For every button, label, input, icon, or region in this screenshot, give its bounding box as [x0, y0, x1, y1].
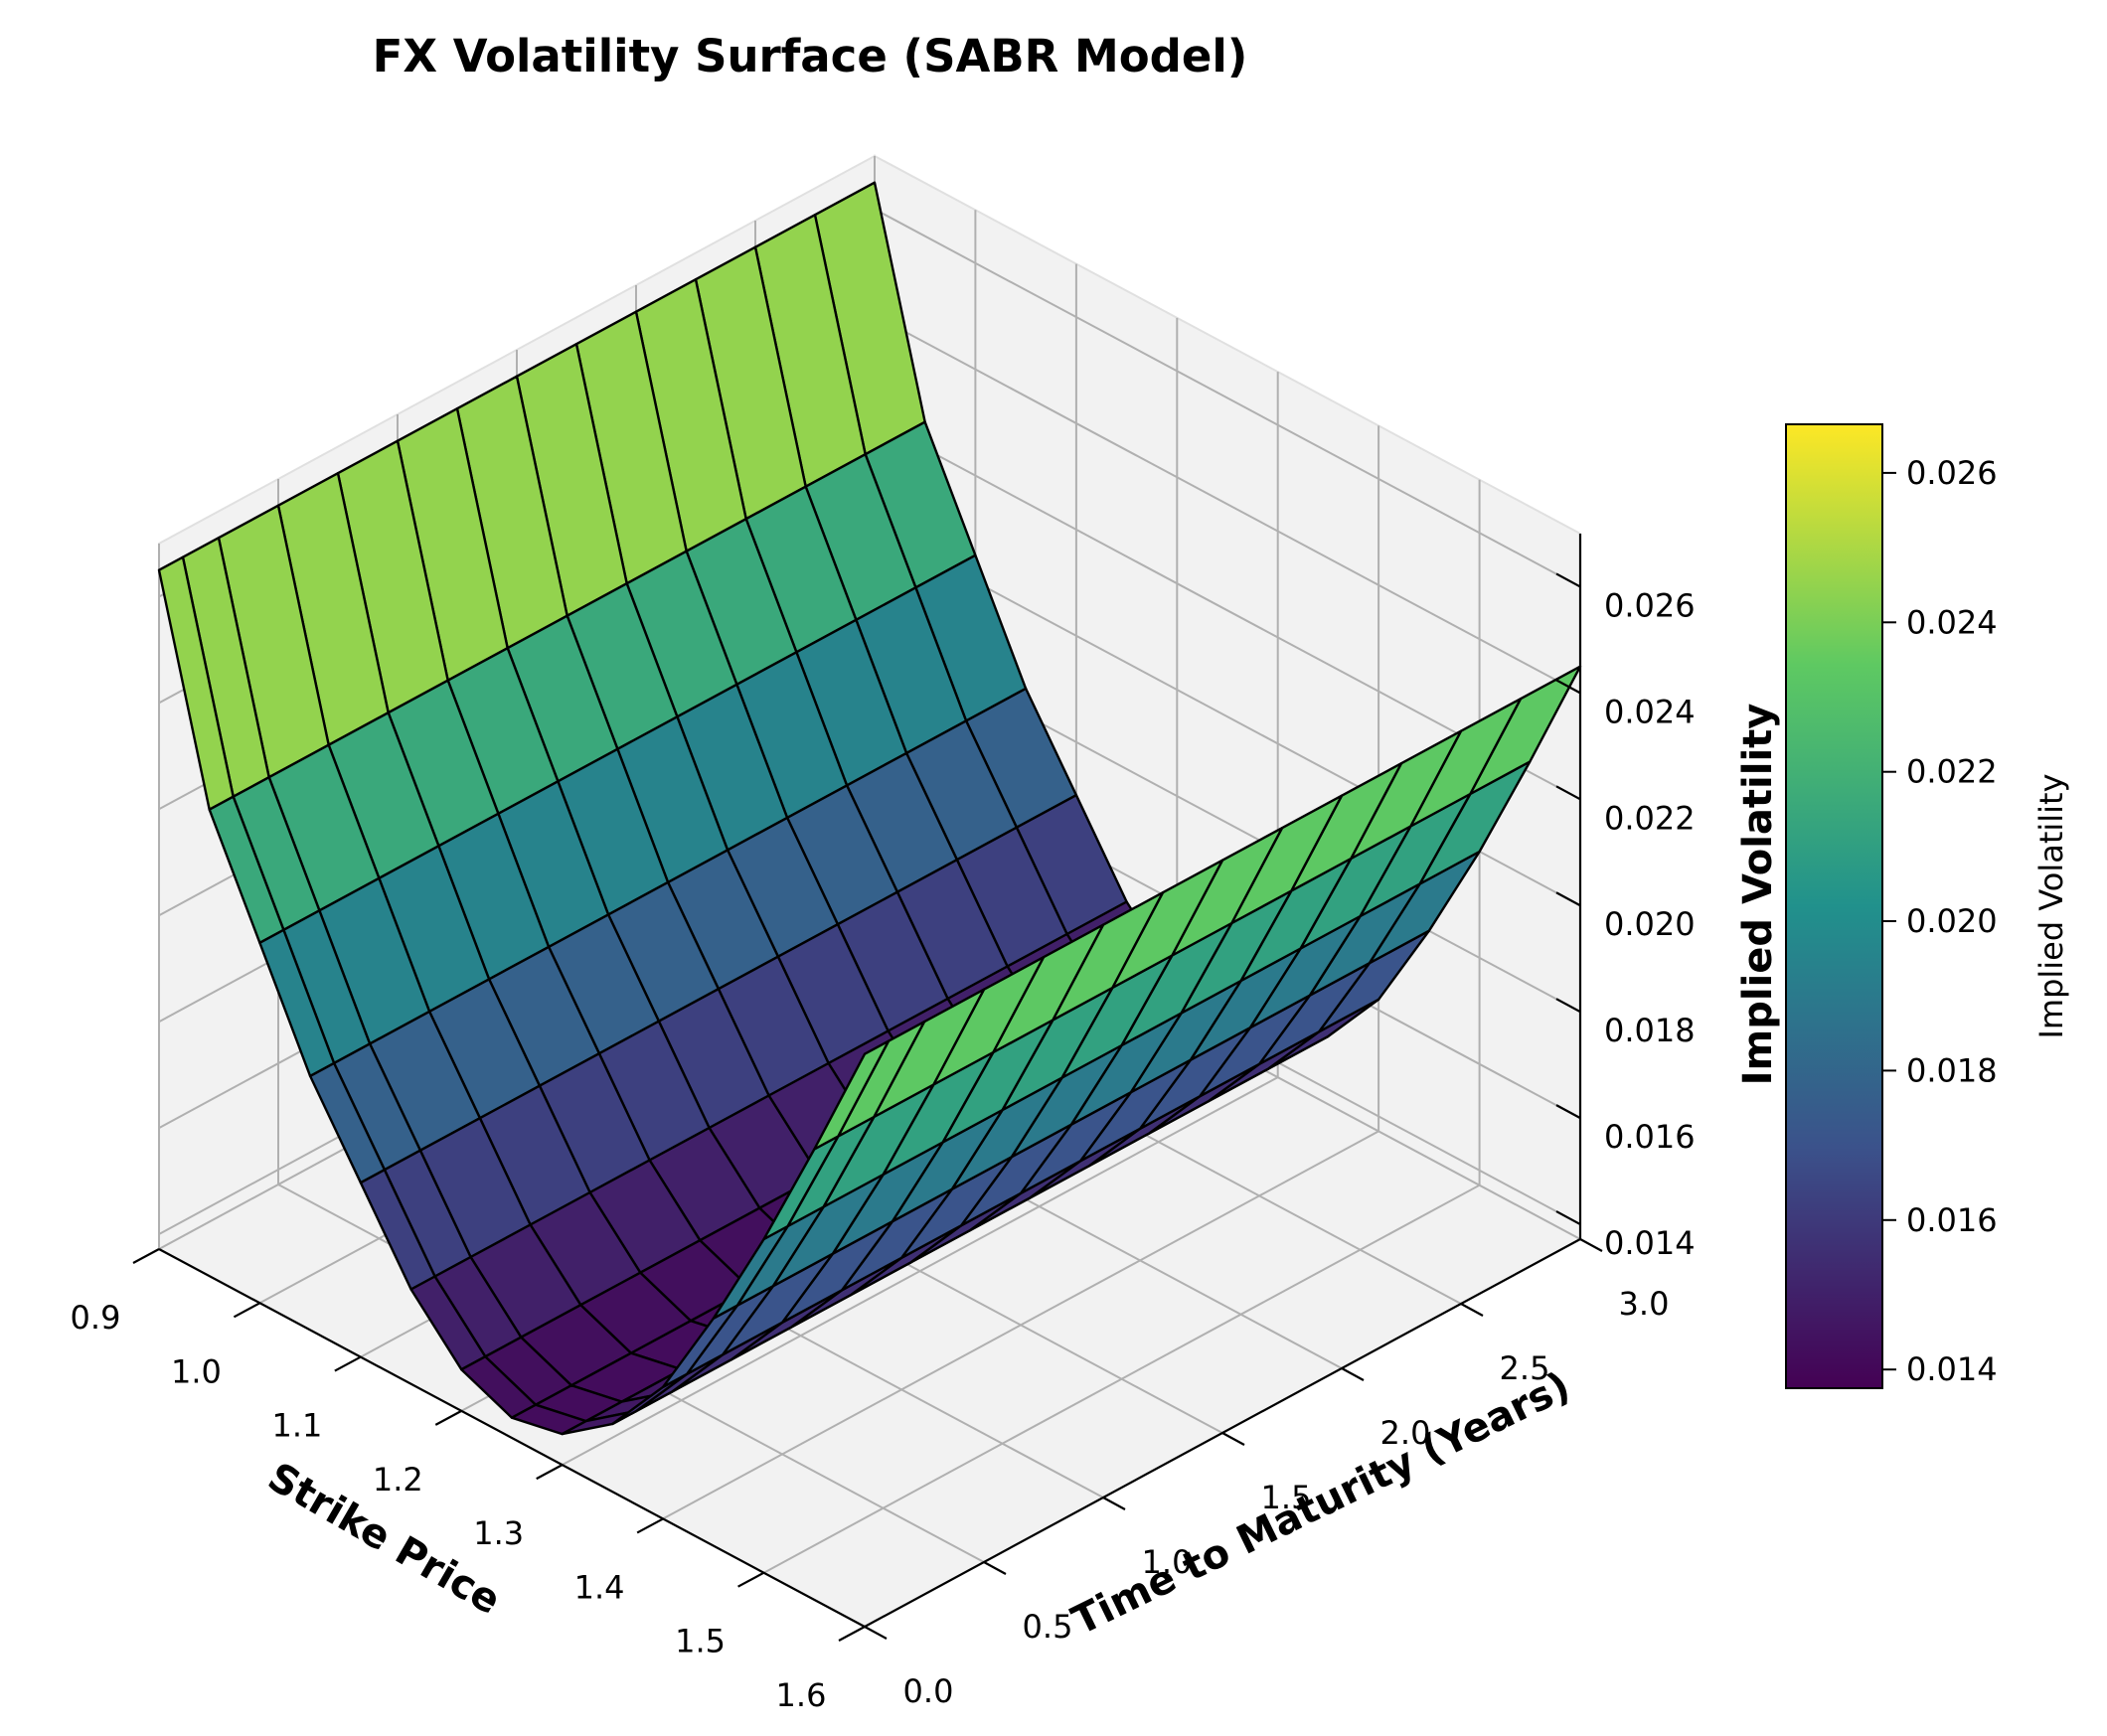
y-tick-label: 2.5	[1500, 1349, 1550, 1387]
y-tick-label: 3.0	[1619, 1285, 1670, 1323]
x-tick-label: 1.2	[373, 1461, 423, 1499]
z-tick-label: 0.024	[1604, 693, 1696, 730]
y-tick-mark	[1102, 1497, 1126, 1510]
z-tick-label: 0.026	[1604, 587, 1696, 625]
z-tick-mark	[1555, 998, 1581, 1014]
y-tick-mark	[864, 1626, 888, 1640]
colorbar-tick-label: 0.014	[1906, 1350, 1998, 1388]
z-tick-mark	[1555, 572, 1581, 588]
z-tick-mark	[1555, 679, 1581, 695]
x-tick-mark	[334, 1355, 362, 1372]
z-tick-label: 0.018	[1604, 1012, 1696, 1049]
z-tick-mark	[1555, 1104, 1581, 1120]
colorbar-fill	[1785, 423, 1883, 1389]
x-tick-label: 1.5	[675, 1623, 726, 1660]
x-tick-mark	[434, 1409, 462, 1426]
chart-title: FX Volatility Surface (SABR Model)	[373, 30, 1248, 82]
volatility-surface	[157, 181, 1582, 1436]
y-tick-label: 0.0	[903, 1672, 954, 1710]
y-tick-label: 0.5	[1023, 1608, 1073, 1646]
y-tick-mark	[1221, 1432, 1245, 1446]
z-tick-mark	[1555, 1210, 1581, 1225]
colorbar-tick-label: 0.016	[1906, 1201, 1998, 1239]
colorbar-tick-label: 0.022	[1906, 753, 1998, 791]
x-tick-label: 1.1	[271, 1407, 322, 1445]
x-tick-label: 1.6	[776, 1676, 827, 1714]
z-tick-mark	[1555, 785, 1581, 801]
surface-patch	[813, 1039, 891, 1151]
y-tick-mark	[1460, 1303, 1484, 1317]
colorbar-tick-label: 0.018	[1906, 1051, 1998, 1089]
z-tick-label: 0.014	[1604, 1224, 1696, 1262]
colorbar-tick-label: 0.020	[1906, 902, 1998, 940]
x-tick-label: 1.0	[171, 1352, 222, 1390]
x-tick-label: 1.4	[574, 1568, 625, 1606]
z-tick-mark	[1555, 891, 1581, 907]
z-tick-label: 0.022	[1604, 799, 1696, 837]
y-tick-label: 1.5	[1261, 1479, 1312, 1516]
y-tick-label: 1.0	[1142, 1543, 1193, 1581]
y-tick-mark	[1579, 1238, 1603, 1252]
x-axis-line	[158, 1248, 866, 1628]
x-tick-mark	[233, 1302, 260, 1319]
x-tick-mark	[536, 1464, 564, 1481]
tick-labels: 0.9 1.0 1.1 1.2 1.3 1.4 1.5 1.6 0.0 0.5 1.0 1.5 2.0 2…	[71, 587, 1696, 1715]
z-axis-title: Implied Volatility	[1735, 704, 1781, 1086]
axis-lines	[132, 534, 1603, 1642]
z-tick-label: 0.016	[1604, 1118, 1696, 1156]
colorbar: 0.014 0.016 0.018 0.020 0.022 0.024 0.026 Impl…	[1785, 423, 2070, 1389]
z-tick-label: 0.020	[1604, 905, 1696, 943]
x-tick-mark	[132, 1248, 160, 1264]
colorbar-ticks: 0.014 0.016 0.018 0.020 0.022 0.024 0.026	[1882, 454, 1998, 1388]
colorbar-tick-label: 0.026	[1906, 454, 1998, 492]
y-tick-label: 2.0	[1380, 1414, 1431, 1452]
colorbar-title: Implied Volatility	[2032, 773, 2070, 1038]
x-tick-label: 0.9	[71, 1299, 121, 1337]
y-tick-mark	[1341, 1367, 1365, 1381]
x-tick-mark	[838, 1626, 866, 1642]
x-tick-mark	[737, 1571, 765, 1588]
colorbar-tick-label: 0.024	[1906, 603, 1998, 641]
x-tick-label: 1.3	[473, 1514, 524, 1552]
y-tick-mark	[983, 1561, 1007, 1575]
x-tick-mark	[636, 1517, 664, 1534]
